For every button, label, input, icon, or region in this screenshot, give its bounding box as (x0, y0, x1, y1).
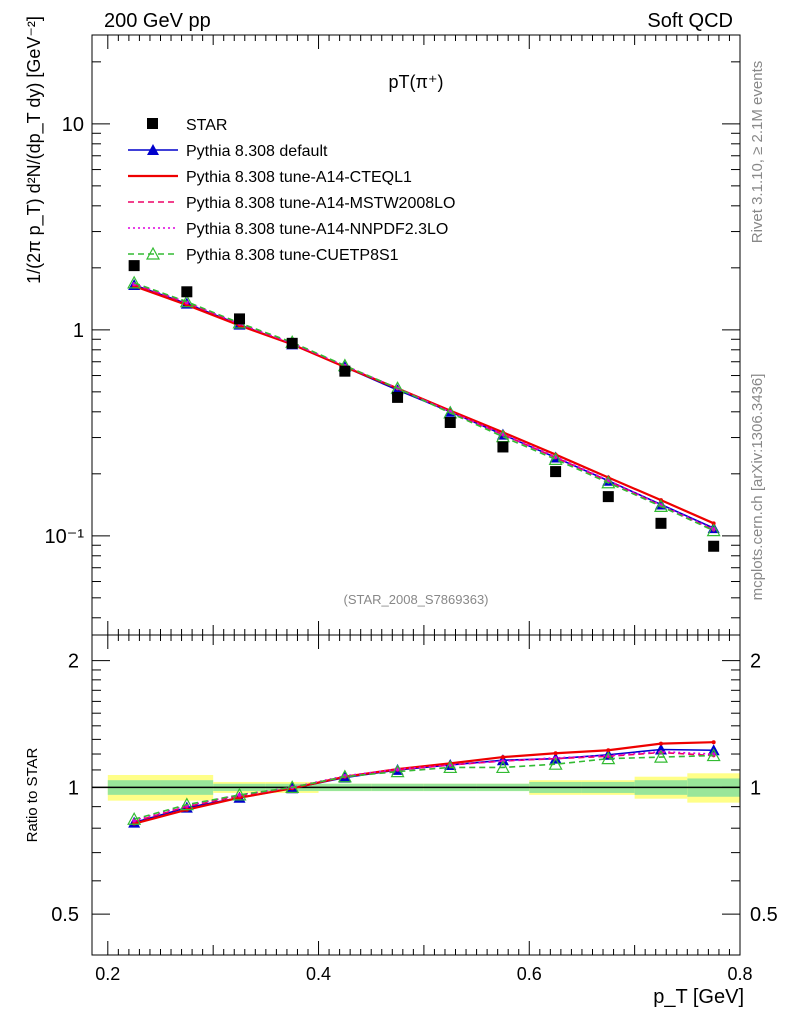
main-series-point (548, 452, 563, 465)
x-tick-label: 0.8 (727, 964, 752, 984)
star-data-point (602, 491, 614, 503)
star-data-point (286, 337, 298, 349)
main-y-axis-label-text: 1/(2π p_T) d²N/(dp_T dy) [GeV⁻²] (24, 16, 45, 284)
ratio-series-point (337, 769, 352, 783)
legend-label: Pythia 8.308 tune-A14-NNPDF2.3LO (186, 221, 448, 238)
ratio-series-point (390, 764, 405, 778)
star-data-point (655, 517, 667, 529)
ratio-series-point (553, 751, 558, 756)
main-series-point (711, 527, 716, 531)
ratio-y-tick-label-right: 1 (750, 777, 761, 799)
star-data-point (339, 365, 351, 377)
reference-label: (STAR_2008_S7869363) (343, 592, 488, 607)
ratio-series-point (495, 760, 510, 774)
ratio-series-point (601, 751, 616, 765)
x-tick-label: 0.6 (517, 964, 542, 984)
ratio-series-line (133, 750, 714, 822)
ratio-series-point (237, 793, 242, 797)
ratio-series-point (179, 797, 194, 811)
ratio-series-point (127, 812, 142, 825)
legend-label: Pythia 8.308 tune-A14-CTEQL1 (186, 169, 412, 186)
x-tick-label: 0.2 (95, 964, 120, 984)
main-y-tick-label: 10⁻¹ (45, 526, 85, 548)
star-data-point (550, 466, 562, 478)
star-data-point (128, 260, 140, 272)
ratio-series-line (133, 754, 714, 821)
main-y-tick-label: 10 (62, 114, 84, 136)
x-axis-label: p_T [GeV] (653, 986, 744, 1008)
legend-marker (147, 144, 159, 155)
ratio-series-point (285, 780, 300, 793)
ratio-series-point (706, 748, 721, 762)
ratio-plot-frame (91, 634, 741, 956)
header-left-label: 200 GeV pp (104, 10, 211, 32)
main-series-line (133, 283, 714, 530)
ratio-y-tick-label-left: 2 (68, 651, 79, 673)
ratio-series-point (658, 741, 663, 746)
ratio-y-tick-label-right: 2 (750, 651, 761, 673)
ratio-series-point (548, 756, 563, 770)
ratio-y-tick-label-right: 0.5 (750, 904, 778, 926)
ratio-series-point (653, 749, 668, 763)
main-y-axis-label: 1/(2π p_T) d²N/(dp_T dy) [GeV⁻²] (24, 16, 45, 284)
legend-marker (145, 246, 161, 260)
main-series-point (653, 499, 668, 512)
main-series-point (601, 475, 616, 489)
main-series-point (179, 294, 194, 308)
ratio-series-point (443, 760, 458, 774)
x-tick-label: 0.4 (306, 964, 331, 984)
main-y-tick-label: 1 (73, 320, 84, 342)
legend-label: Pythia 8.308 default (186, 143, 328, 160)
legend-label: STAR (186, 117, 227, 134)
star-data-point (444, 416, 456, 428)
main-series-line (133, 282, 714, 532)
header-right-label: Soft QCD (647, 10, 733, 32)
star-data-point (181, 286, 193, 298)
ratio-series-point (232, 787, 247, 801)
ratio-y-axis-label: Ratio to STAR (24, 747, 41, 842)
star-data-point (497, 441, 509, 453)
main-series-point (706, 523, 721, 537)
mcplots-label: mcplots.cern.ch [arXiv:1306.3436] (749, 374, 766, 601)
chart-title: pT(π⁺) (389, 72, 444, 92)
rivet-label: Rivet 3.1.10, ≥ 2.1M events (749, 61, 766, 244)
ratio-series-point (500, 755, 505, 760)
legend-star-marker (147, 118, 158, 129)
ratio-series-point (711, 740, 716, 745)
ratio-y-tick-label-left: 1 (68, 777, 79, 799)
ratio-series-point (606, 748, 611, 753)
star-data-point (234, 313, 246, 325)
main-series-line (133, 283, 714, 531)
legend-label: Pythia 8.308 tune-A14-MSTW2008LO (186, 195, 455, 212)
ratio-y-tick-label-left: 0.5 (51, 904, 79, 926)
ratio-series-line (133, 741, 714, 825)
main-series-point (127, 275, 142, 289)
star-data-point (708, 540, 720, 552)
star-data-point (392, 391, 404, 403)
legend-label: Pythia 8.308 tune-CUETP8S1 (186, 247, 399, 264)
main-series-point (711, 521, 716, 526)
main-series-line (133, 285, 715, 525)
